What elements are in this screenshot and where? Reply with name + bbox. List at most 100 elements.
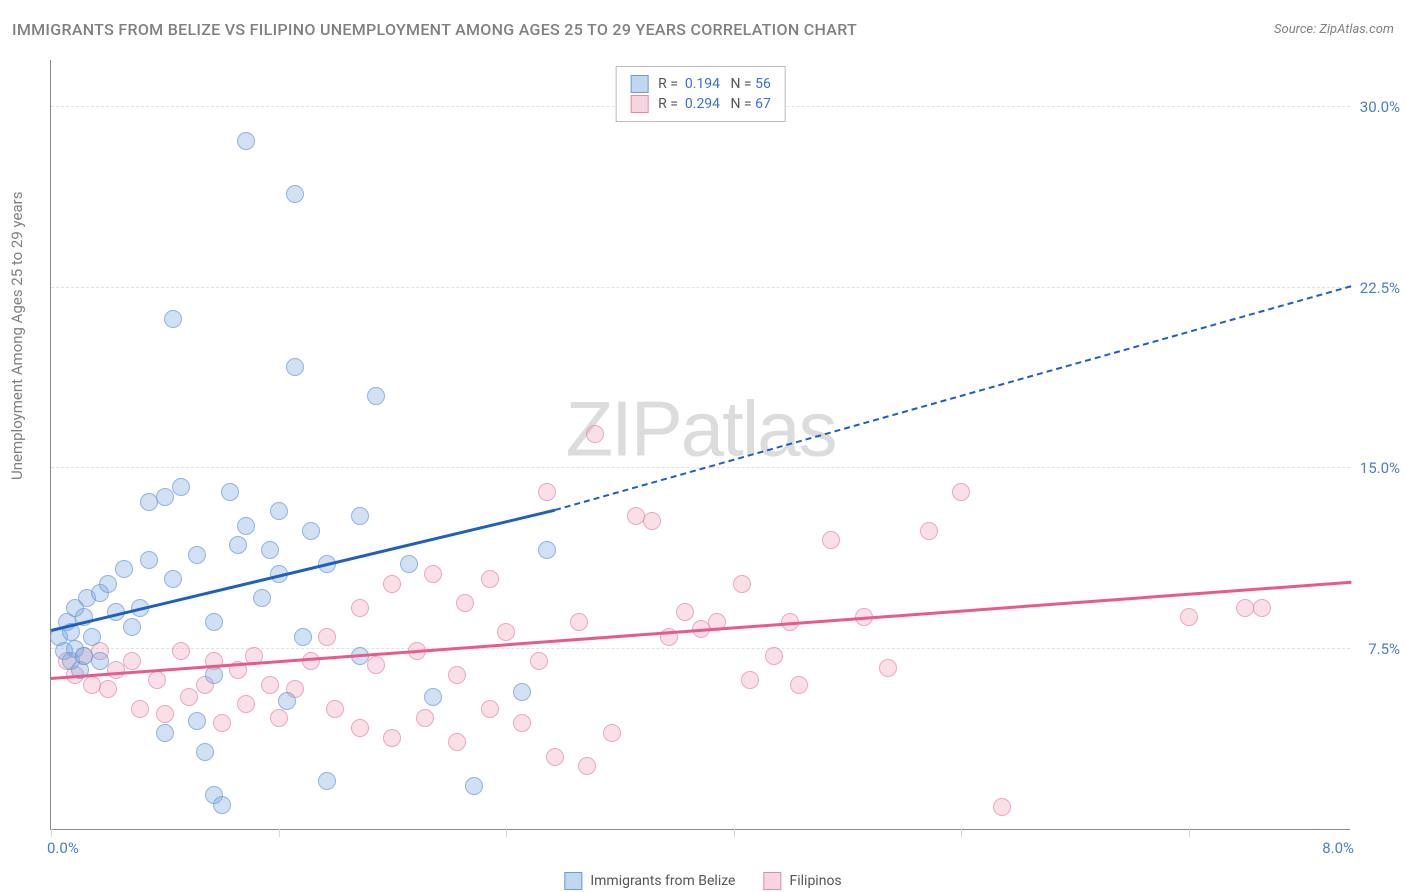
data-point-filipinos — [270, 709, 288, 727]
regression-line — [554, 286, 1351, 512]
data-point-belize — [229, 536, 247, 554]
data-point-belize — [188, 546, 206, 564]
data-point-filipinos — [603, 724, 621, 742]
data-point-belize — [172, 478, 190, 496]
data-point-filipinos — [481, 700, 499, 718]
data-point-filipinos — [131, 700, 149, 718]
data-point-filipinos — [448, 733, 466, 751]
data-point-belize — [294, 628, 312, 646]
data-point-filipinos — [351, 599, 369, 617]
data-point-filipinos — [237, 695, 255, 713]
data-point-filipinos — [351, 719, 369, 737]
legend-row: R = 0.294 N = 67 — [630, 95, 771, 113]
swatch-icon — [564, 872, 582, 890]
data-point-belize — [237, 517, 255, 535]
data-point-filipinos — [546, 748, 564, 766]
data-point-filipinos — [733, 575, 751, 593]
y-tick-label: 15.0% — [1350, 459, 1400, 477]
data-point-filipinos — [538, 483, 556, 501]
data-point-belize — [351, 507, 369, 525]
data-point-filipinos — [765, 647, 783, 665]
regression-line — [51, 581, 1351, 680]
data-point-belize — [261, 541, 279, 559]
y-tick-label: 30.0% — [1350, 98, 1400, 116]
data-point-belize — [237, 132, 255, 150]
legend-item-filipinos: Filipinos — [763, 872, 841, 890]
data-point-filipinos — [448, 666, 466, 684]
data-point-belize — [205, 613, 223, 631]
data-point-filipinos — [148, 671, 166, 689]
gridline — [51, 287, 1350, 288]
data-point-belize — [513, 683, 531, 701]
data-point-belize — [270, 502, 288, 520]
chart-title: IMMIGRANTS FROM BELIZE VS FILIPINO UNEMP… — [12, 20, 857, 39]
data-point-filipinos — [1180, 608, 1198, 626]
data-point-belize — [188, 712, 206, 730]
data-point-filipinos — [1253, 599, 1271, 617]
data-point-belize — [196, 743, 214, 761]
data-point-filipinos — [156, 705, 174, 723]
swatch-icon — [630, 95, 648, 113]
data-point-belize — [302, 522, 320, 540]
data-point-belize — [318, 772, 336, 790]
x-tick — [279, 829, 280, 837]
swatch-icon — [763, 872, 781, 890]
x-tick — [51, 829, 52, 837]
x-tick-label: 0.0% — [47, 839, 79, 857]
data-point-filipinos — [456, 594, 474, 612]
x-tick — [1189, 829, 1190, 837]
data-point-filipinos — [530, 652, 548, 670]
data-point-filipinos — [676, 603, 694, 621]
data-point-belize — [156, 724, 174, 742]
source-label: Source: ZipAtlas.com — [1274, 22, 1394, 37]
legend-label: Filipinos — [789, 873, 841, 889]
data-point-filipinos — [99, 680, 117, 698]
x-tick — [734, 829, 735, 837]
data-point-filipinos — [993, 798, 1011, 816]
data-point-belize — [213, 796, 231, 814]
data-point-filipinos — [578, 757, 596, 775]
data-point-belize — [123, 618, 141, 636]
data-point-filipinos — [627, 507, 645, 525]
x-tick — [961, 829, 962, 837]
legend-row: R = 0.194 N = 56 — [630, 75, 771, 93]
data-point-filipinos — [180, 688, 198, 706]
data-point-filipinos — [822, 531, 840, 549]
data-point-filipinos — [513, 714, 531, 732]
data-point-filipinos — [481, 570, 499, 588]
data-point-belize — [286, 185, 304, 203]
data-point-belize — [367, 387, 385, 405]
data-point-belize — [164, 570, 182, 588]
y-tick-label: 22.5% — [1350, 279, 1400, 297]
data-point-filipinos — [497, 623, 515, 641]
data-point-belize — [164, 310, 182, 328]
data-point-filipinos — [416, 709, 434, 727]
data-point-filipinos — [123, 652, 141, 670]
data-point-filipinos — [790, 676, 808, 694]
data-point-filipinos — [952, 483, 970, 501]
data-point-filipinos — [643, 512, 661, 530]
data-point-filipinos — [879, 659, 897, 677]
data-point-filipinos — [367, 656, 385, 674]
data-point-belize — [205, 666, 223, 684]
data-point-belize — [221, 483, 239, 501]
data-point-belize — [278, 692, 296, 710]
x-tick — [506, 829, 507, 837]
data-point-belize — [83, 628, 101, 646]
data-point-filipinos — [107, 661, 125, 679]
data-point-belize — [156, 488, 174, 506]
legend-stats: R = 0.294 N = 67 — [658, 96, 771, 112]
data-point-belize — [286, 358, 304, 376]
data-point-filipinos — [570, 613, 588, 631]
data-point-filipinos — [383, 729, 401, 747]
data-point-belize — [253, 589, 271, 607]
data-point-belize — [400, 555, 418, 573]
data-point-belize — [91, 652, 109, 670]
data-point-filipinos — [172, 642, 190, 660]
legend-label: Immigrants from Belize — [590, 873, 735, 889]
legend-stats: R = 0.194 N = 56 — [658, 76, 771, 92]
data-point-filipinos — [261, 676, 279, 694]
data-point-filipinos — [741, 671, 759, 689]
scatter-plot: ZIPatlas 7.5%15.0%22.5%30.0%0.0%8.0%R = … — [50, 60, 1350, 830]
data-point-belize — [140, 551, 158, 569]
